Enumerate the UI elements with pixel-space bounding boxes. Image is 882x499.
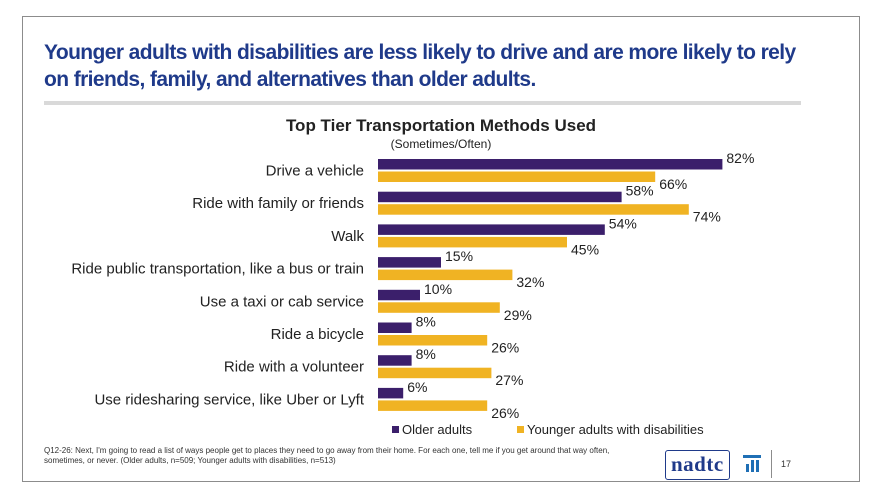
data-label: 26% (491, 340, 519, 356)
category-label: Ride public transportation, like a bus o… (71, 261, 364, 278)
category-label: Ride a bicycle (271, 326, 364, 343)
data-label: 32% (516, 274, 544, 290)
data-label: 15% (445, 248, 473, 264)
bar-older-adults (378, 322, 412, 333)
data-label: 10% (424, 281, 452, 297)
bar-older-adults (378, 159, 723, 170)
data-label: 6% (407, 379, 427, 395)
data-label: 8% (416, 314, 436, 330)
data-label: 26% (491, 405, 519, 421)
nadtc-logo: nadtc (665, 450, 730, 480)
bar-younger-adults (378, 400, 488, 411)
bar-younger-adults (378, 236, 567, 248)
category-label: Walk (331, 228, 364, 245)
data-label: 45% (571, 241, 599, 257)
chart-title: Top Tier Transportation Methods Used (285, 116, 597, 135)
category-label: Drive a vehicle (266, 163, 364, 180)
headline-divider (44, 101, 801, 105)
methodology-footnote: Q12-26: Next, I'm going to read a list o… (44, 446, 610, 465)
bar-older-adults (378, 387, 404, 399)
data-label: 8% (416, 346, 436, 362)
slide-headline: Younger adults with disabilities are les… (44, 41, 796, 91)
bar-younger-adults (378, 204, 689, 215)
data-label: 58% (626, 183, 654, 199)
legend-label-older-adults: Older adults (402, 422, 473, 437)
data-label: 54% (609, 215, 637, 231)
bar-older-adults (378, 289, 420, 301)
page-number: 17 (781, 459, 792, 469)
category-label: Use ridesharing service, like Uber or Ly… (94, 391, 364, 408)
data-label: 82% (726, 150, 754, 166)
chart-subtitle: (Sometimes/Often) (390, 137, 492, 151)
legend-label-younger-adults: Younger adults with disabilities (527, 422, 704, 437)
category-label: Ride with family or friends (192, 195, 364, 212)
legend-item-older-adults: Older adults (392, 422, 472, 437)
bar-younger-adults (378, 335, 488, 346)
data-label: 66% (659, 176, 687, 192)
legend-swatch-younger-adults (517, 426, 524, 433)
bar-older-adults (378, 224, 605, 235)
data-label: 74% (693, 209, 721, 225)
bar-older-adults (378, 191, 622, 203)
bar-younger-adults (378, 367, 492, 379)
data-label: 29% (504, 307, 532, 323)
page-number-divider (771, 450, 772, 478)
data-label: 27% (495, 372, 523, 388)
bar-older-adults (378, 257, 441, 268)
bar-younger-adults (378, 171, 656, 182)
bar-younger-adults (378, 302, 500, 313)
legend-swatch-older-adults (392, 426, 399, 433)
category-label: Use a taxi or cab service (200, 293, 364, 310)
bar-steps-icon (743, 455, 761, 472)
bar-younger-adults (378, 269, 513, 281)
legend-item-younger-adults: Younger adults with disabilities (517, 422, 704, 437)
bar-older-adults (378, 355, 412, 366)
category-label: Ride with a volunteer (224, 359, 364, 376)
